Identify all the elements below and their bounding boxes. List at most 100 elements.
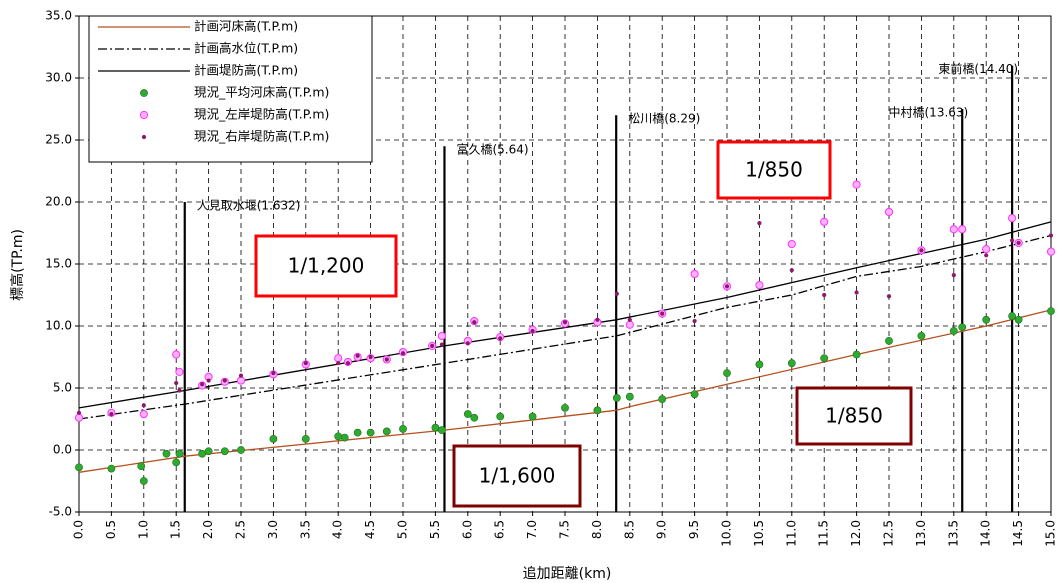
series-point-5 bbox=[303, 361, 308, 366]
gradient-label: 1/850 bbox=[745, 158, 803, 182]
x-tick-label: 0.0 bbox=[72, 520, 86, 539]
series-point-4 bbox=[958, 225, 967, 234]
series-point-5 bbox=[595, 317, 600, 322]
series-point-5 bbox=[400, 351, 406, 356]
series-point-3 bbox=[340, 433, 349, 442]
series-point-3 bbox=[220, 447, 229, 456]
legend-box bbox=[88, 15, 373, 163]
series-point-3 bbox=[593, 406, 602, 415]
x-tick-label: 4.0 bbox=[331, 520, 345, 539]
series-point-3 bbox=[496, 412, 505, 421]
series-line-0 bbox=[78, 309, 1052, 473]
series-point-3 bbox=[528, 412, 537, 421]
series-point-5 bbox=[562, 320, 568, 325]
series-point-3 bbox=[690, 390, 699, 399]
series-point-5 bbox=[498, 336, 503, 341]
x-tick-label: 5.5 bbox=[428, 520, 442, 539]
bridge-label: 富久橋(5.64) bbox=[456, 142, 528, 157]
series-point-4 bbox=[982, 245, 991, 254]
series-point-3 bbox=[787, 359, 796, 368]
series-point-3 bbox=[755, 360, 764, 369]
x-tick-label: 6.5 bbox=[493, 520, 507, 539]
series-point-5 bbox=[472, 320, 477, 325]
series-point-5 bbox=[109, 411, 114, 417]
series-point-5 bbox=[789, 268, 794, 273]
series-point-3 bbox=[301, 434, 310, 443]
series-point-5 bbox=[345, 361, 351, 366]
series-point-4 bbox=[236, 376, 246, 385]
legend-swatch-5 bbox=[141, 134, 147, 140]
series-point-4 bbox=[139, 409, 148, 419]
series-point-3 bbox=[162, 449, 171, 458]
series-point-3 bbox=[107, 464, 116, 473]
series-point-4 bbox=[787, 240, 796, 249]
series-point-3 bbox=[437, 426, 446, 435]
series-point-4 bbox=[334, 354, 343, 363]
series-point-3 bbox=[612, 394, 621, 402]
series-point-3 bbox=[75, 463, 83, 472]
x-tick-label: 11.5 bbox=[817, 520, 831, 547]
series-point-3 bbox=[958, 323, 967, 332]
x-tick-labels: 0.0 0.5 1.0 1.5 2.0 2.5 3.0 3.5 4.0 4.5 5.0 5.5 6.0 6… bbox=[72, 520, 1058, 547]
x-tick-label: 13.0 bbox=[914, 520, 928, 547]
series-point-3 bbox=[198, 449, 207, 458]
series-point-3 bbox=[463, 410, 472, 418]
series-point-3 bbox=[204, 447, 213, 456]
bridge-label: 東前橋(14.40) bbox=[938, 61, 1018, 76]
y-tick-label: 10.0 bbox=[45, 319, 72, 333]
x-tick-label: 3.5 bbox=[298, 520, 312, 539]
x-tick-label: 3.0 bbox=[266, 520, 280, 539]
series-point-3 bbox=[561, 403, 569, 412]
x-axis-label: 追加距離(km) bbox=[523, 565, 612, 582]
x-tick-label: 4.5 bbox=[363, 520, 377, 539]
series-point-3 bbox=[1047, 307, 1055, 316]
series-point-5 bbox=[660, 311, 665, 316]
gradient-box bbox=[795, 386, 913, 446]
series-point-5 bbox=[627, 317, 632, 322]
series-point-4 bbox=[949, 225, 958, 234]
series-point-3 bbox=[334, 432, 343, 441]
x-tick-label: 10.5 bbox=[752, 520, 766, 547]
series-point-5 bbox=[822, 292, 827, 298]
series-point-3 bbox=[353, 428, 362, 437]
x-tick-label: 2.0 bbox=[201, 520, 215, 539]
series-point-5 bbox=[1048, 233, 1054, 238]
series-point-5 bbox=[336, 361, 341, 366]
series-point-5 bbox=[222, 378, 227, 383]
series-point-3 bbox=[139, 477, 148, 485]
series-point-3 bbox=[820, 354, 829, 363]
x-tick-label: 7.0 bbox=[525, 520, 539, 539]
legend: 計画河床高(T.P.m) 計画高水位(T.P.m) 計画堤防高(T.P.m) 現況_平… bbox=[88, 15, 373, 163]
series-point-4 bbox=[1008, 214, 1017, 223]
y-tick-label: 30.0 bbox=[45, 71, 72, 85]
series-point-4 bbox=[437, 331, 446, 341]
series-point-4 bbox=[820, 217, 829, 226]
legend-label-2: 計画堤防高(T.P.m) bbox=[194, 63, 298, 78]
x-tick-label: 13.5 bbox=[946, 520, 960, 547]
series-point-3 bbox=[917, 332, 926, 340]
x-tick-label: 12.0 bbox=[849, 520, 863, 547]
series-point-3 bbox=[269, 434, 278, 443]
series-point-4 bbox=[884, 207, 894, 217]
x-tick-label: 15.0 bbox=[1044, 520, 1058, 547]
series-point-3 bbox=[470, 413, 479, 422]
series-point-5 bbox=[530, 328, 535, 334]
bridge-label: 松川橋(8.29) bbox=[628, 112, 700, 126]
x-tick-label: 1.0 bbox=[136, 520, 150, 539]
gradient-box bbox=[716, 140, 832, 200]
series-point-5 bbox=[854, 290, 859, 295]
x-tick-label: 1.5 bbox=[169, 520, 183, 539]
x-tick-label: 8.0 bbox=[590, 520, 604, 539]
y-tick-label: -5.0 bbox=[49, 505, 72, 519]
series-point-5 bbox=[439, 342, 444, 347]
series-point-5 bbox=[919, 248, 924, 253]
x-tick-label: 10.0 bbox=[720, 520, 734, 547]
series-point-5 bbox=[76, 410, 82, 415]
series-point-5 bbox=[724, 284, 730, 289]
legend-swatch-3 bbox=[140, 89, 148, 97]
legend-swatch-4 bbox=[139, 110, 149, 120]
series-point-3 bbox=[366, 428, 375, 437]
series-point-3 bbox=[949, 327, 958, 335]
series-point-5 bbox=[951, 273, 956, 278]
series-point-3 bbox=[852, 350, 861, 359]
